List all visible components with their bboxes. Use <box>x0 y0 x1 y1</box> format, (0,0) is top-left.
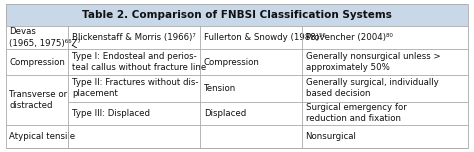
Text: Provencher (2004)⁸⁰: Provencher (2004)⁸⁰ <box>306 33 392 42</box>
Text: Compression: Compression <box>9 58 65 67</box>
Text: Tension: Tension <box>204 84 236 93</box>
Text: Nonsurgical: Nonsurgical <box>306 132 356 141</box>
Text: Fullerton & Snowdy (1988)⁵⁶: Fullerton & Snowdy (1988)⁵⁶ <box>204 33 326 42</box>
Text: Displaced: Displaced <box>204 109 246 118</box>
Bar <box>6 4 468 26</box>
Text: Type I: Endosteal and perios-
teal callus without fracture line: Type I: Endosteal and perios- teal callu… <box>72 52 206 72</box>
Text: Compression: Compression <box>204 58 260 67</box>
Text: Table 2. Comparison of FNBSI Classification Systems: Table 2. Comparison of FNBSI Classificat… <box>82 10 392 20</box>
Text: Surgical emergency for
reduction and fixation: Surgical emergency for reduction and fix… <box>306 103 406 123</box>
Text: Generally nonsurgical unless >
approximately 50%: Generally nonsurgical unless > approxima… <box>306 52 440 72</box>
Text: Generally surgical, individually
based decision: Generally surgical, individually based d… <box>306 78 438 98</box>
Text: Transverse or
distracted: Transverse or distracted <box>9 90 68 110</box>
Text: Devas
(1965, 1975)⁶⁶Ɀ⁷: Devas (1965, 1975)⁶⁶Ɀ⁷ <box>9 27 82 47</box>
Bar <box>6 26 468 148</box>
Text: Type III: Displaced: Type III: Displaced <box>72 109 150 118</box>
Text: Atypical tensile: Atypical tensile <box>9 132 76 141</box>
Text: Blickenstaff & Morris (1966)⁷: Blickenstaff & Morris (1966)⁷ <box>72 33 196 42</box>
Text: Type II: Fractures without dis-
placement: Type II: Fractures without dis- placemen… <box>72 78 199 98</box>
